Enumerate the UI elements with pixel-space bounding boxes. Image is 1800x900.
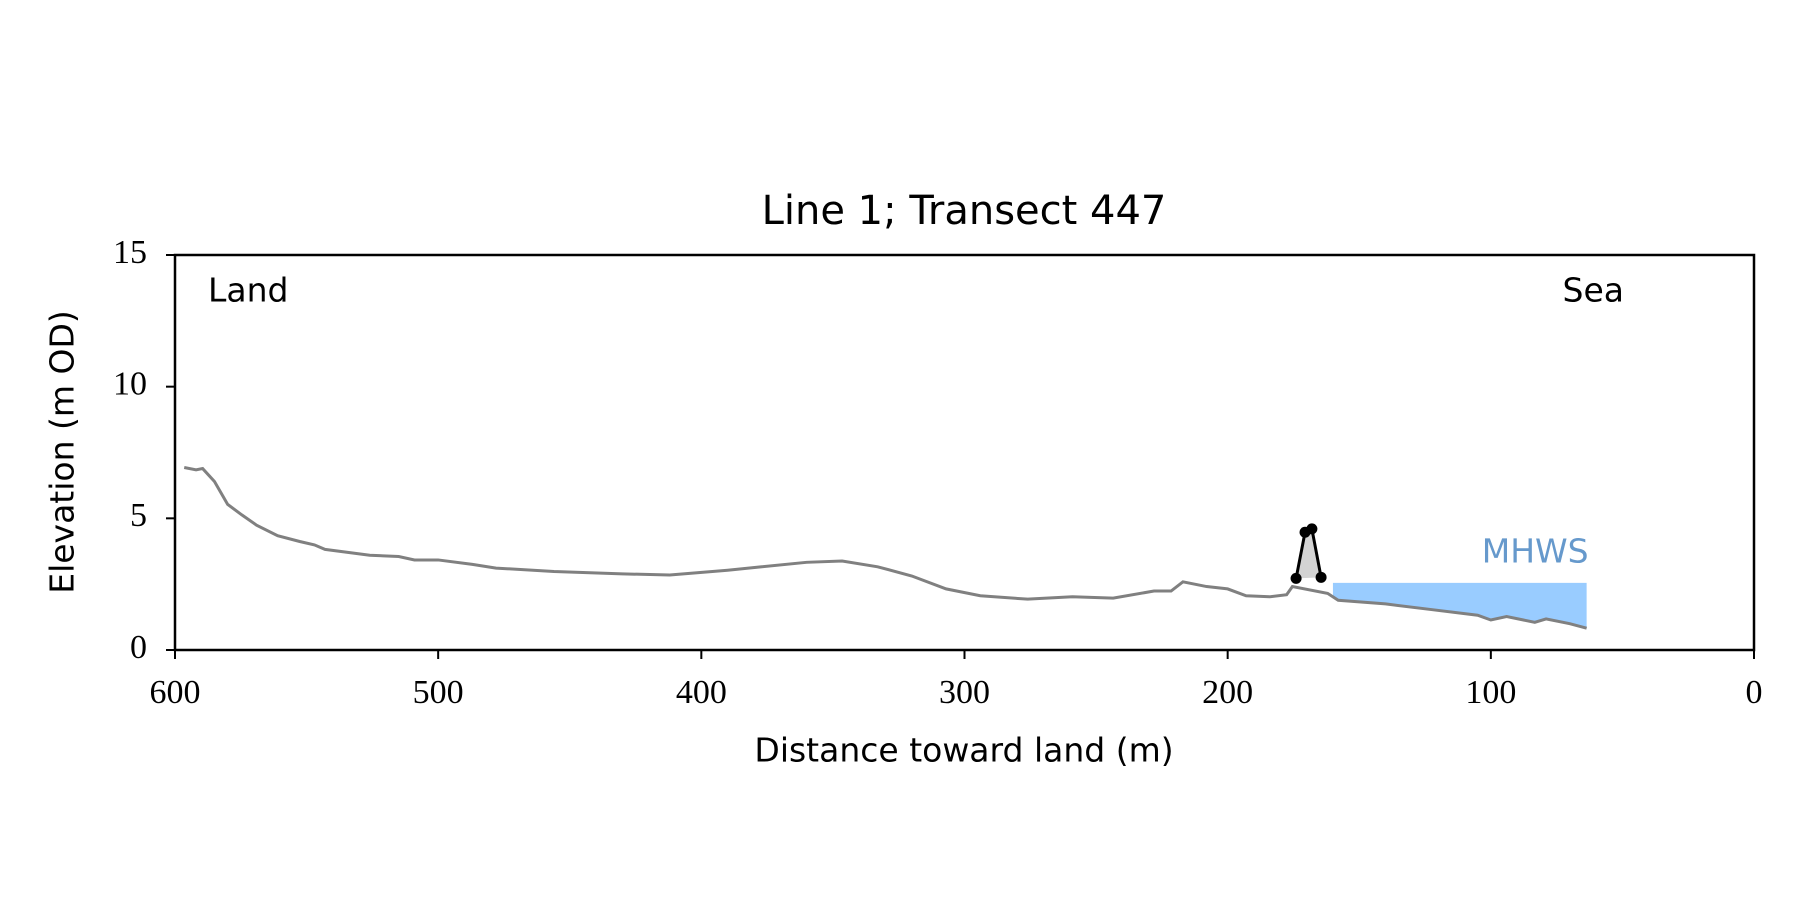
- x-tick-label: 300: [939, 674, 990, 711]
- x-tick-label: 200: [1202, 674, 1253, 711]
- y-tick-label: 15: [113, 234, 147, 271]
- annotation: Land: [208, 271, 288, 310]
- y-tick-label: 0: [130, 629, 147, 666]
- y-tick-label: 5: [130, 497, 147, 534]
- dune-point: [1290, 572, 1302, 584]
- dune-point: [1315, 571, 1327, 583]
- dune-fill: [1296, 528, 1322, 579]
- x-tick-label: 400: [676, 674, 727, 711]
- profile-line: [183, 466, 1588, 630]
- x-axis-label: Distance toward land (m): [754, 731, 1173, 770]
- chart-title: Line 1; Transect 447: [762, 188, 1167, 234]
- annotation: Sea: [1563, 271, 1624, 310]
- y-tick-label: 10: [113, 365, 147, 402]
- x-tick-label: 0: [1746, 674, 1763, 711]
- x-tick-label: 600: [150, 674, 201, 711]
- y-axis-label: Elevation (m OD): [43, 310, 82, 594]
- mhws-area: [1332, 582, 1587, 629]
- dune-point: [1306, 523, 1318, 535]
- x-tick-label: 500: [413, 674, 464, 711]
- mhws-label: MHWS: [1482, 531, 1589, 570]
- x-tick-label: 100: [1465, 674, 1516, 711]
